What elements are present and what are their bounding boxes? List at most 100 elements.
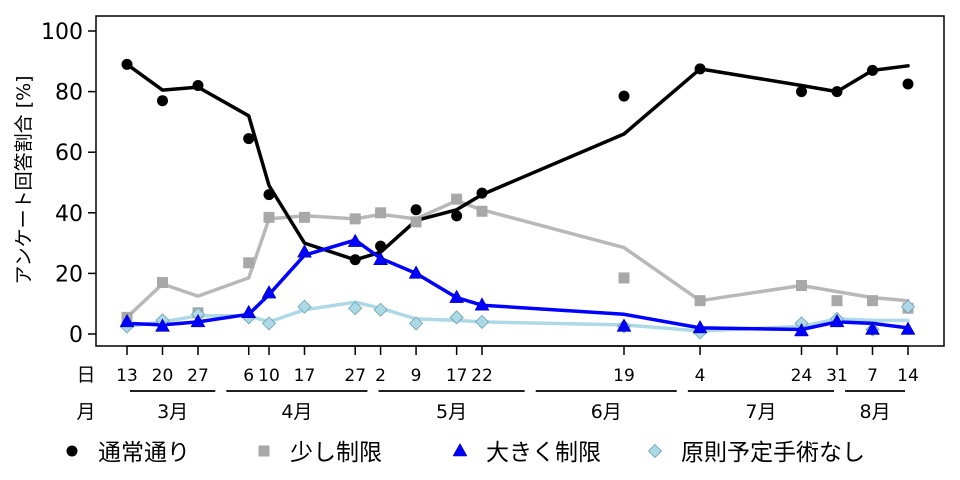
x-tick-label: 24	[791, 366, 813, 386]
legend-marker	[66, 445, 78, 457]
legend-label: 原則予定手術なし	[681, 440, 865, 466]
data-point	[474, 297, 490, 311]
y-axis-label: アンケート回答割合 [%]	[13, 75, 35, 284]
x-tick-label: 6	[243, 366, 254, 386]
data-point	[349, 213, 361, 225]
series-markers	[119, 58, 916, 340]
x-tick-label: 7	[867, 366, 878, 386]
x-tick-label: 31	[826, 366, 848, 386]
x-tick-label: 20	[152, 366, 174, 386]
x-tick-label: 10	[258, 366, 280, 386]
data-point	[831, 86, 843, 98]
y-tick-label: 60	[55, 141, 83, 166]
data-point	[476, 205, 488, 217]
data-point	[261, 316, 277, 331]
data-point	[902, 78, 914, 90]
legend-label: 少し制限	[290, 440, 382, 466]
data-point	[796, 86, 807, 98]
data-point	[263, 211, 275, 223]
y-tick-label: 40	[55, 202, 83, 227]
y-tick-label: 80	[55, 81, 83, 106]
month-label: 8月	[859, 401, 890, 423]
x-tick-label: 9	[411, 366, 422, 386]
data-point	[348, 301, 363, 316]
data-point	[349, 254, 361, 266]
data-point	[192, 80, 204, 92]
data-point	[616, 318, 632, 332]
data-point	[347, 233, 363, 247]
x-tick-label: 17	[446, 366, 468, 386]
data-point	[618, 272, 630, 284]
data-point	[375, 207, 387, 219]
month-label: 6月	[591, 401, 622, 423]
y-axis: 0 20 40 60 80 100	[41, 20, 96, 348]
plot-frame	[95, 15, 945, 347]
data-point	[261, 285, 277, 299]
x-tick-label: 4	[695, 366, 706, 386]
data-point	[900, 299, 916, 314]
legend-label: 通常通り	[98, 440, 190, 466]
data-point	[451, 210, 463, 222]
data-point	[476, 187, 488, 199]
data-point	[618, 90, 630, 102]
data-point	[375, 240, 387, 252]
data-point	[241, 304, 257, 319]
y-tick-label: 0	[69, 323, 83, 348]
data-point	[409, 316, 424, 331]
series-lines	[125, 62, 910, 333]
x-tick-label: 27	[344, 366, 366, 386]
data-point	[829, 313, 845, 328]
y-tick-label: 100	[41, 20, 83, 45]
month-label: 7月	[745, 401, 776, 423]
data-point	[155, 318, 170, 332]
data-point	[373, 251, 388, 266]
day-row-label: 日	[76, 364, 95, 386]
data-point	[410, 216, 422, 228]
legend-marker	[647, 443, 663, 459]
legend-label: 大きく制限	[486, 440, 601, 466]
y-tick-label: 20	[55, 262, 83, 287]
data-point	[794, 322, 809, 337]
data-point	[796, 280, 807, 292]
x-tick-label: 17	[294, 366, 316, 386]
data-point	[865, 321, 880, 335]
legend: 通常通り 少し制限 大きく制限 原則予定手術なし	[66, 440, 865, 466]
data-point	[694, 295, 706, 307]
x-tick-label: 19	[613, 366, 635, 386]
data-point	[190, 313, 206, 328]
data-point	[243, 257, 255, 269]
month-label: 4月	[281, 401, 312, 423]
x-tick-label: 13	[116, 366, 138, 386]
series-line	[125, 62, 910, 262]
data-point	[299, 211, 310, 223]
legend-marker	[452, 442, 468, 457]
data-point	[157, 95, 168, 107]
data-point	[297, 244, 312, 258]
data-point	[408, 265, 424, 279]
month-row-label: 月	[76, 401, 95, 423]
data-point	[451, 193, 463, 205]
month-label: 5月	[436, 401, 467, 423]
x-tick-label: 27	[187, 366, 209, 386]
data-point	[297, 299, 312, 314]
data-point	[449, 310, 464, 325]
data-point	[449, 289, 465, 303]
x-tick-label: 22	[471, 366, 493, 386]
data-point	[243, 133, 255, 145]
data-point	[900, 321, 916, 335]
month-label: 3月	[157, 401, 188, 423]
data-point	[157, 276, 168, 288]
x-tick-label: 2	[375, 366, 386, 386]
x-tick-label: 14	[897, 366, 919, 386]
data-point	[694, 63, 706, 75]
data-point	[692, 319, 708, 334]
data-point	[867, 64, 878, 76]
data-point	[263, 189, 275, 201]
data-point	[474, 314, 490, 329]
data-point	[867, 295, 878, 307]
data-point	[373, 302, 388, 317]
data-point	[831, 295, 843, 307]
data-point	[121, 58, 133, 70]
